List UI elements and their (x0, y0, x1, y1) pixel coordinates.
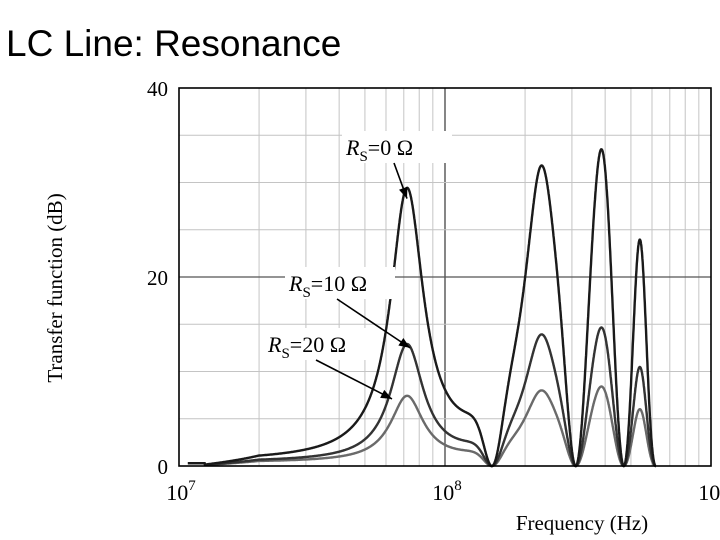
tick-labels: 0 20 40 107 108 109 (147, 77, 720, 505)
leader-line (336, 298, 411, 349)
x-tick-label: 107 (166, 478, 196, 505)
series-label: RS=20 Ω (267, 332, 346, 362)
leader-arrowhead (398, 338, 410, 348)
leader-line (315, 359, 393, 400)
y-tick-label: 40 (147, 77, 168, 101)
series-label: RS=0 Ω (345, 135, 413, 165)
slide-title: LC Line: Resonance (6, 23, 342, 64)
y-axis-label: Transfer function (dB) (43, 193, 67, 382)
y-tick-label: 20 (147, 266, 168, 290)
series-curves (186, 148, 657, 468)
x-tick-label: 109 (698, 478, 720, 505)
grid (179, 88, 711, 466)
series-label-bg (285, 267, 395, 299)
series-annotations: RS=0 Ω RS=10 Ω RS=20 Ω (264, 131, 452, 400)
series-line (186, 148, 657, 468)
series-label-bg (264, 328, 374, 360)
leader-arrowhead (398, 186, 408, 199)
leader-arrowhead (380, 389, 392, 399)
plot-frame (178, 87, 712, 467)
y-tick-label: 0 (158, 455, 169, 479)
series-label-bg (342, 131, 452, 163)
series-label: RS=10 Ω (288, 271, 367, 301)
x-tick-label: 108 (432, 478, 462, 505)
x-axis-label: Frequency (Hz) (516, 511, 648, 535)
